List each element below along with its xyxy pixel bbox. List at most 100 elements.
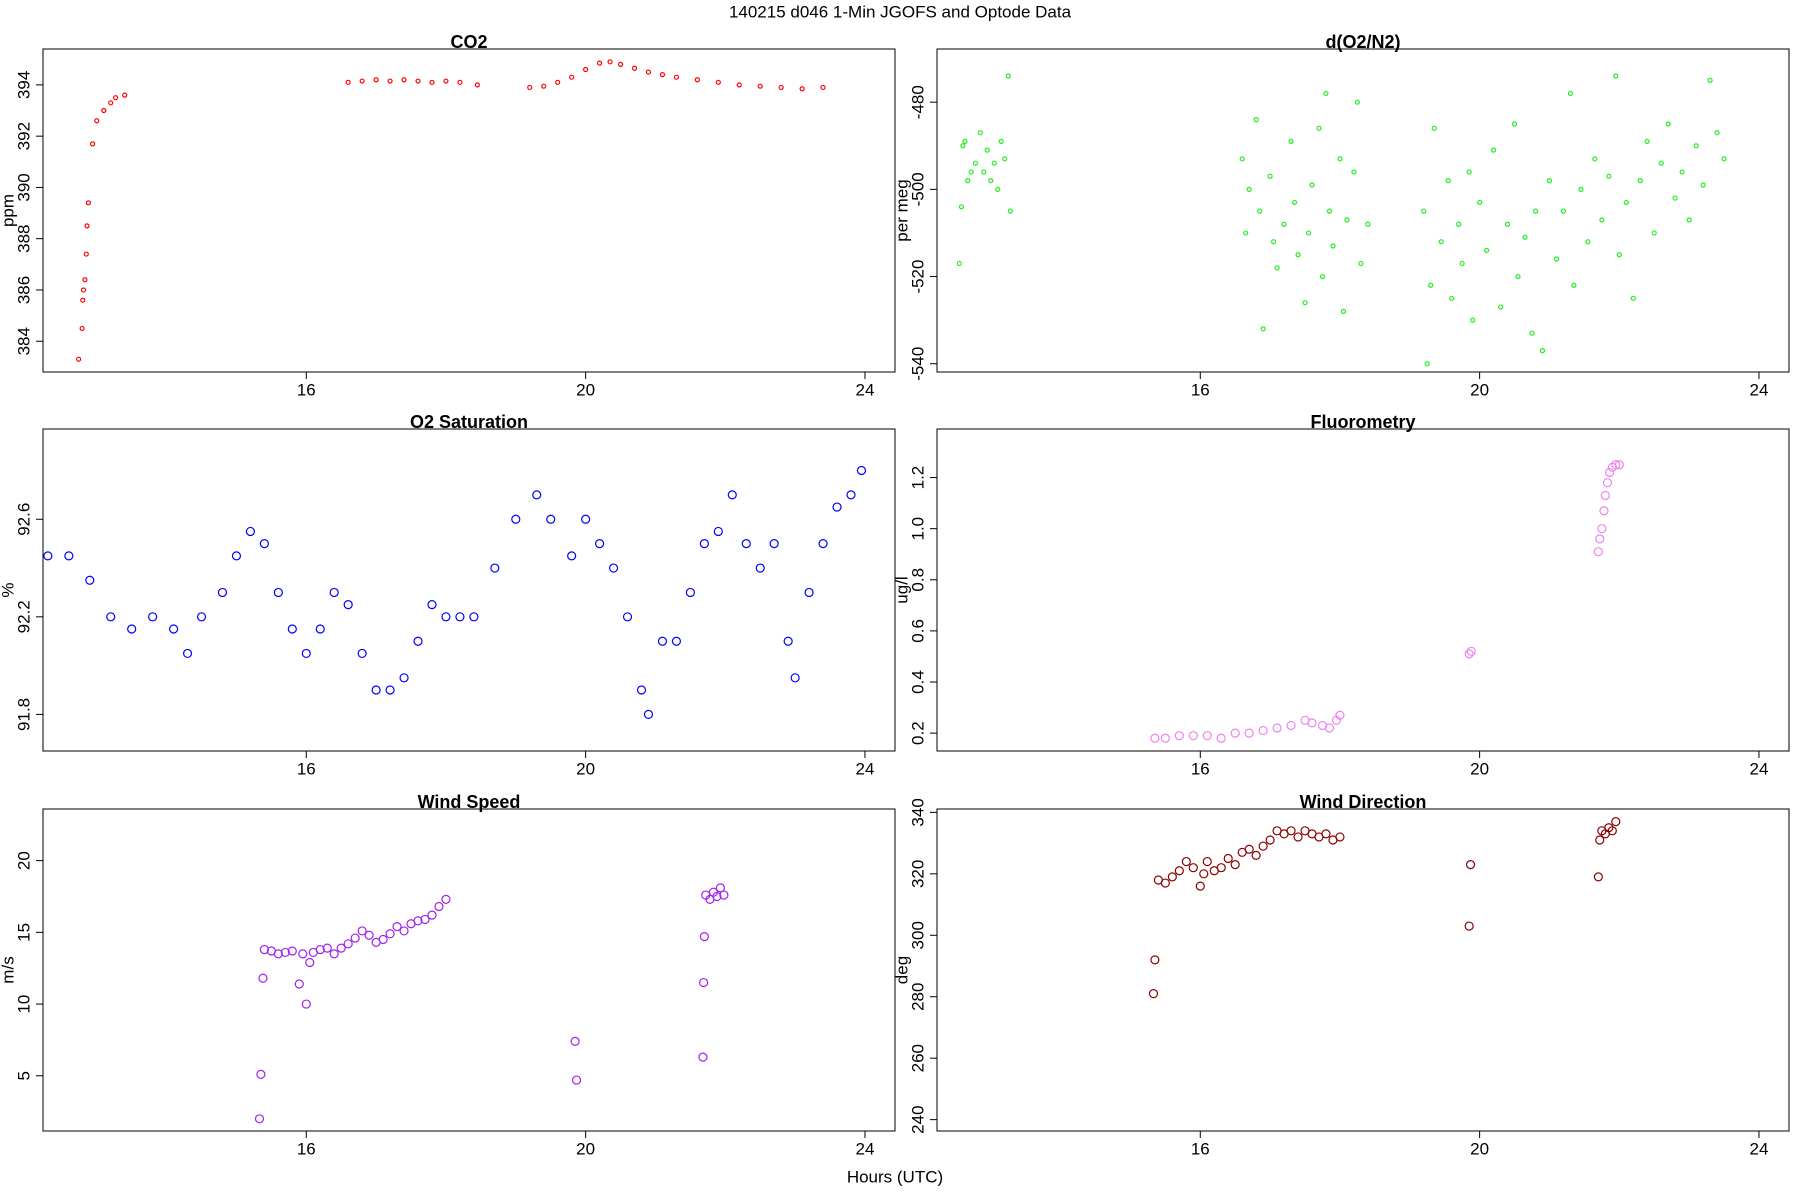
data-point <box>713 526 723 537</box>
data-point <box>1456 221 1462 227</box>
plot-frame <box>42 428 896 752</box>
y-tick-label: 300 <box>908 921 927 949</box>
data-point <box>1267 173 1273 179</box>
data-point <box>962 138 968 145</box>
data-point <box>427 910 437 920</box>
data-point <box>1150 733 1160 743</box>
data-point <box>1611 460 1621 470</box>
data-point <box>287 946 297 956</box>
data-point <box>427 600 437 610</box>
data-point <box>1160 733 1170 743</box>
y-tick-label: 5 <box>14 1071 33 1080</box>
data-point <box>231 551 242 561</box>
data-point <box>607 59 613 65</box>
data-point <box>1002 156 1008 162</box>
y-tick-label: 0.4 <box>908 670 927 694</box>
data-point <box>583 66 589 73</box>
data-point <box>991 160 997 166</box>
data-point <box>1602 478 1613 488</box>
data-point <box>541 83 547 89</box>
data-point <box>636 685 647 695</box>
data-point <box>820 84 826 91</box>
data-point <box>1265 835 1275 845</box>
data-point <box>1302 300 1308 306</box>
y-tick-label: 15 <box>14 923 33 942</box>
data-point <box>1470 317 1476 323</box>
data-point <box>673 74 680 80</box>
data-point <box>322 943 332 953</box>
data-point <box>357 648 367 659</box>
data-point <box>977 130 983 136</box>
data-point <box>441 894 451 904</box>
data-point <box>1421 208 1427 214</box>
data-point <box>832 502 842 512</box>
data-point <box>1438 239 1444 245</box>
y-tick-label: 260 <box>908 1044 927 1072</box>
y-tick-label: 394 <box>14 71 33 99</box>
data-point <box>1522 234 1528 240</box>
panel-title: Wind Speed <box>418 792 521 812</box>
x-tick-label: 16 <box>297 380 316 399</box>
data-point <box>968 169 974 175</box>
data-point <box>1571 282 1577 288</box>
data-point <box>1340 308 1347 315</box>
data-point <box>1515 273 1521 280</box>
y-tick-label: 388 <box>14 225 33 253</box>
y-tick-label: 320 <box>908 860 927 888</box>
x-tick-label: 20 <box>1470 759 1489 778</box>
data-point <box>127 624 137 634</box>
x-tick-label: 24 <box>1750 759 1769 778</box>
x-tick-label: 24 <box>1750 380 1769 399</box>
figure-title: 140215 d046 1-Min JGOFS and Optode Data <box>729 2 1072 21</box>
y-tick-label: -520 <box>908 260 927 294</box>
data-point <box>1721 156 1727 162</box>
x-tick-label: 24 <box>856 1139 875 1158</box>
data-point <box>1319 273 1326 280</box>
data-point <box>1216 863 1226 873</box>
data-point <box>1585 239 1591 245</box>
panel-title: Fluorometry <box>1310 412 1415 432</box>
data-point <box>622 612 633 622</box>
y-axis-label: deg <box>892 956 911 984</box>
data-point <box>1553 256 1560 262</box>
data-point <box>527 84 533 91</box>
y-tick-label: 340 <box>908 798 927 826</box>
data-point <box>1257 208 1263 214</box>
data-point <box>1286 720 1296 731</box>
data-point <box>783 636 793 646</box>
y-tick-label: 1.0 <box>908 517 927 541</box>
data-point <box>1714 130 1720 136</box>
data-point <box>1700 182 1706 188</box>
y-tick-label: -480 <box>908 85 927 119</box>
data-point <box>1693 143 1699 149</box>
x-tick-label: 20 <box>576 1139 595 1158</box>
plot-frame <box>936 808 1790 1132</box>
data-point <box>659 72 666 78</box>
data-point <box>1243 230 1249 236</box>
data-point <box>196 612 207 622</box>
data-point <box>378 934 388 945</box>
data-point <box>1477 199 1483 206</box>
data-point <box>429 79 435 85</box>
data-point <box>1148 989 1159 999</box>
data-point <box>329 587 339 598</box>
y-axis-label: ppm <box>0 194 17 227</box>
data-point <box>1529 330 1535 336</box>
data-point <box>778 84 784 91</box>
data-point <box>1323 90 1329 97</box>
data-point <box>258 973 268 983</box>
data-point <box>956 260 962 267</box>
y-tick-label: -500 <box>908 172 927 206</box>
panel-title: O2 Saturation <box>410 412 528 432</box>
data-point <box>856 465 867 476</box>
data-point <box>1174 866 1184 876</box>
data-point <box>259 539 269 549</box>
data-point <box>1293 832 1303 842</box>
data-point <box>80 297 86 303</box>
y-tick-label: 1.2 <box>908 466 927 490</box>
data-point <box>1578 186 1584 192</box>
data-point <box>1330 243 1336 249</box>
y-tick-label: 390 <box>14 173 33 201</box>
x-tick-label: 20 <box>576 759 595 778</box>
